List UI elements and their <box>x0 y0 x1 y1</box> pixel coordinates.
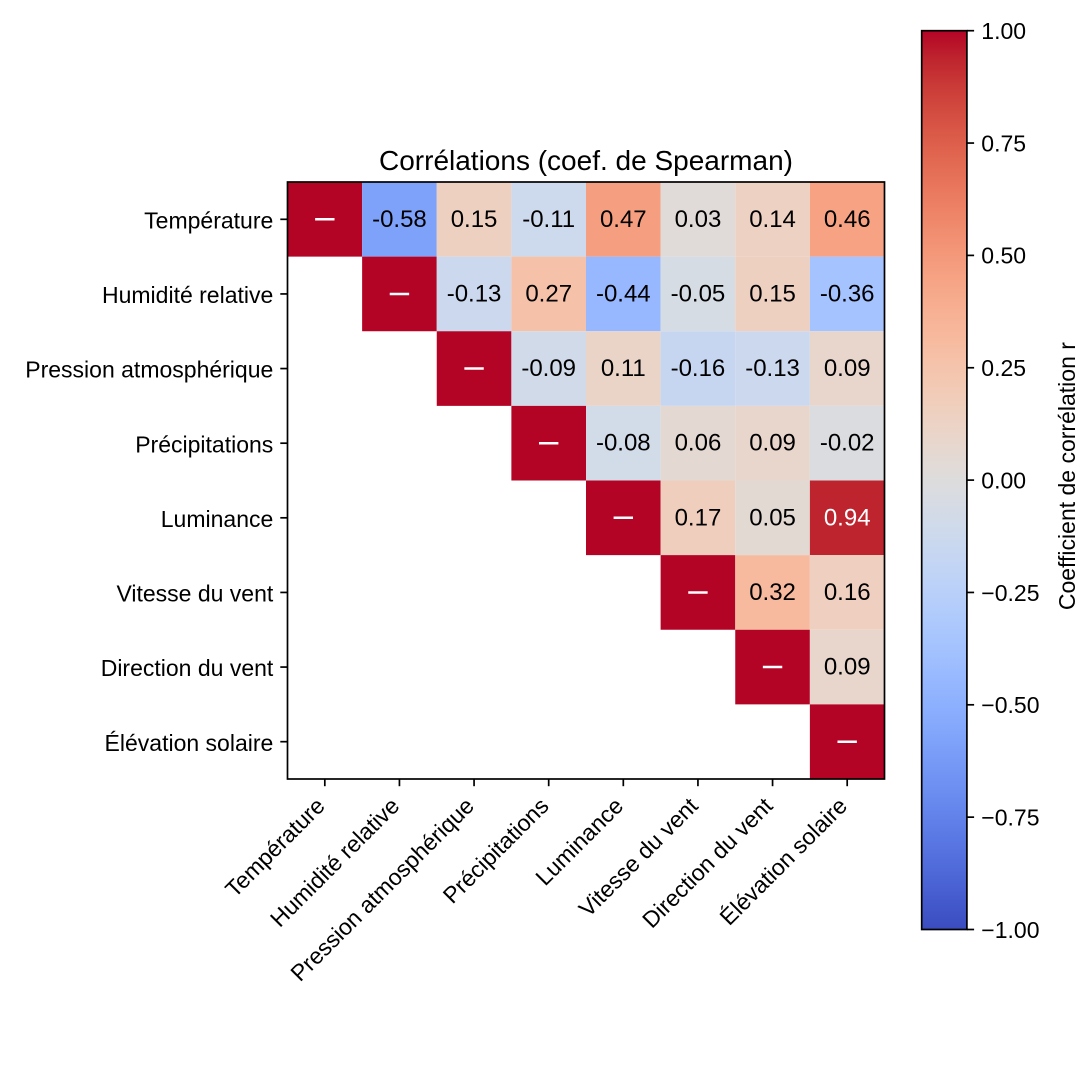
svg-text:−0.75: −0.75 <box>981 804 1039 830</box>
svg-text:0.11: 0.11 <box>601 355 646 382</box>
svg-text:0.06: 0.06 <box>675 430 722 457</box>
svg-text:Vitesse du vent: Vitesse du vent <box>116 581 273 607</box>
svg-text:0.47: 0.47 <box>600 206 647 233</box>
svg-text:Température: Température <box>144 207 273 233</box>
svg-text:-0.13: -0.13 <box>745 355 800 382</box>
svg-text:0.94: 0.94 <box>824 504 871 531</box>
svg-text:Pression atmosphérique: Pression atmosphérique <box>25 357 273 383</box>
svg-text:-0.02: -0.02 <box>820 430 875 457</box>
svg-text:−0.25: −0.25 <box>981 580 1039 606</box>
svg-text:0.27: 0.27 <box>525 280 572 307</box>
svg-text:-0.09: -0.09 <box>521 355 576 382</box>
svg-text:0.09: 0.09 <box>824 654 871 681</box>
svg-text:-0.16: -0.16 <box>671 355 726 382</box>
svg-text:-0.05: -0.05 <box>671 280 726 307</box>
svg-text:Corrélations (coef. de Spearma: Corrélations (coef. de Spearman) <box>379 145 793 176</box>
svg-text:0.15: 0.15 <box>451 206 498 233</box>
svg-text:0.25: 0.25 <box>981 355 1026 381</box>
svg-text:Précipitations: Précipitations <box>135 431 273 457</box>
svg-text:Élévation solaire: Élévation solaire <box>105 730 274 756</box>
svg-text:Luminance: Luminance <box>161 506 274 532</box>
svg-text:Coefficient de corrélation r: Coefficient de corrélation r <box>1054 342 1080 610</box>
svg-text:-0.08: -0.08 <box>596 430 651 457</box>
svg-text:0.14: 0.14 <box>749 206 796 233</box>
svg-text:1.00: 1.00 <box>981 18 1026 44</box>
svg-text:0.32: 0.32 <box>749 579 796 606</box>
svg-text:0.46: 0.46 <box>824 206 871 233</box>
svg-text:Humidité relative: Humidité relative <box>102 282 273 308</box>
svg-text:0.05: 0.05 <box>749 504 796 531</box>
svg-text:-0.36: -0.36 <box>820 280 875 307</box>
svg-text:0.17: 0.17 <box>675 504 722 531</box>
svg-text:0.15: 0.15 <box>749 280 796 307</box>
svg-text:0.03: 0.03 <box>675 206 722 233</box>
svg-text:−1.00: −1.00 <box>981 917 1039 943</box>
svg-text:-0.11: -0.11 <box>522 206 575 233</box>
svg-text:0.75: 0.75 <box>981 130 1026 156</box>
svg-text:0.00: 0.00 <box>981 467 1026 493</box>
svg-text:-0.58: -0.58 <box>372 206 427 233</box>
svg-text:0.50: 0.50 <box>981 243 1026 269</box>
svg-text:−0.50: −0.50 <box>981 692 1039 718</box>
svg-text:-0.44: -0.44 <box>596 280 651 307</box>
svg-text:-0.13: -0.13 <box>447 280 502 307</box>
svg-text:0.09: 0.09 <box>824 355 871 382</box>
svg-text:0.16: 0.16 <box>824 579 871 606</box>
svg-text:0.09: 0.09 <box>749 430 796 457</box>
svg-text:Direction du vent: Direction du vent <box>101 655 274 681</box>
